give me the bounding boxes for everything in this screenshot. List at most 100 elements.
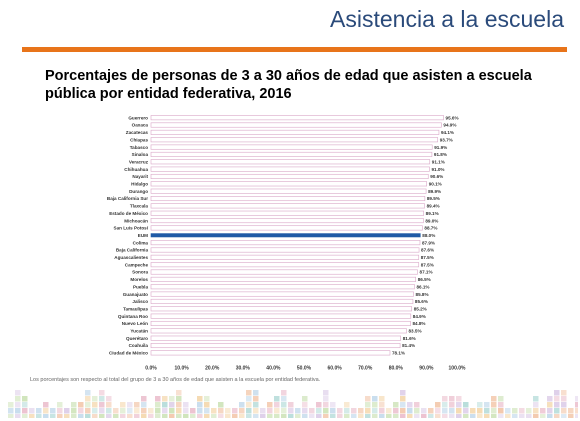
x-tick-label: 70.0% xyxy=(358,366,373,372)
decor-square xyxy=(253,390,259,396)
decor-square xyxy=(477,402,483,408)
decor-square xyxy=(561,414,567,418)
decor-square xyxy=(267,414,273,418)
decor-square xyxy=(533,414,539,418)
decor-square xyxy=(505,414,511,418)
value-label: 81.4% xyxy=(402,343,415,348)
decor-square xyxy=(239,408,245,414)
decor-square xyxy=(162,402,168,408)
decor-square xyxy=(498,402,504,408)
value-label: 85.2% xyxy=(414,306,427,311)
decor-square xyxy=(323,390,329,396)
category-label: Oaxaca xyxy=(132,123,149,128)
bar xyxy=(150,181,428,187)
decor-square xyxy=(575,402,578,408)
decor-square xyxy=(463,414,469,418)
decor-square xyxy=(78,402,84,408)
bar xyxy=(150,262,420,268)
category-label: Coahuila xyxy=(129,343,149,348)
x-tick-label: 50.0% xyxy=(297,366,312,372)
decor-square xyxy=(204,402,210,408)
value-label: 90.1% xyxy=(429,182,442,187)
decor-square xyxy=(302,408,308,414)
decor-square xyxy=(281,390,287,396)
decor-square xyxy=(309,414,315,418)
bar xyxy=(150,247,420,253)
category-label: Zacatecas xyxy=(126,130,149,135)
decor-square xyxy=(554,408,560,414)
decor-square xyxy=(99,396,105,402)
title-rule xyxy=(22,47,567,52)
decor-square xyxy=(547,414,553,418)
decor-square xyxy=(57,414,63,418)
category-label: Sinaloa xyxy=(132,152,149,157)
decor-square xyxy=(50,408,56,414)
decor-square xyxy=(561,396,567,402)
decor-square xyxy=(113,408,119,414)
decor-square xyxy=(463,408,469,414)
value-label: 84.9% xyxy=(413,314,426,319)
decor-square xyxy=(449,414,455,418)
decor-square xyxy=(281,414,287,418)
decor-square xyxy=(106,408,112,414)
decor-square xyxy=(302,402,308,408)
category-label: Jalisco xyxy=(132,299,148,304)
decor-square xyxy=(379,402,385,408)
value-label: 91.1% xyxy=(432,159,445,164)
decor-square xyxy=(204,414,210,418)
decor-square xyxy=(484,414,490,418)
decor-square xyxy=(260,408,266,414)
value-label: 85.6% xyxy=(415,299,428,304)
decor-square xyxy=(365,396,371,402)
decor-square xyxy=(302,414,308,418)
decor-square xyxy=(547,402,553,408)
decor-square xyxy=(442,408,448,414)
decor-square xyxy=(57,408,63,414)
decor-square xyxy=(253,396,259,402)
bar xyxy=(150,115,444,121)
x-tick-label: 20.0% xyxy=(205,366,220,372)
decor-square xyxy=(120,408,126,414)
bar xyxy=(150,137,439,143)
decor-square xyxy=(386,414,392,418)
value-label: 93.7% xyxy=(440,137,453,142)
decor-square xyxy=(358,408,364,414)
decor-square xyxy=(85,402,91,408)
decor-square xyxy=(470,408,476,414)
decor-square xyxy=(421,408,427,414)
bar xyxy=(150,240,421,246)
bar xyxy=(150,129,440,135)
decor-square xyxy=(155,396,161,402)
decor-square xyxy=(15,408,21,414)
category-label: San Luis Potosí xyxy=(114,226,149,231)
decor-square xyxy=(568,414,574,418)
bar xyxy=(150,151,433,157)
category-label: Baja California Sur xyxy=(107,196,148,201)
decor-square xyxy=(204,396,210,402)
category-label: Campeche xyxy=(125,262,149,267)
category-label: Querétaro xyxy=(126,336,148,341)
slide-title: Asistencia a la escuela xyxy=(330,6,564,32)
decor-square xyxy=(456,408,462,414)
decor-square xyxy=(64,414,70,418)
decor-square xyxy=(78,408,84,414)
decor-square xyxy=(533,408,539,414)
decor-square xyxy=(183,408,189,414)
bar xyxy=(150,350,391,356)
decor-square xyxy=(99,408,105,414)
value-label: 88.7% xyxy=(424,226,437,231)
decor-square xyxy=(253,402,259,408)
decor-square xyxy=(85,396,91,402)
decor-square xyxy=(99,390,105,396)
category-label: Colima xyxy=(133,240,149,245)
value-label: 87.9% xyxy=(422,240,435,245)
decor-square xyxy=(253,408,259,414)
decor-square xyxy=(456,414,462,418)
category-label: Hidalgo xyxy=(131,182,148,187)
bar xyxy=(150,218,424,224)
decor-square xyxy=(554,390,560,396)
decor-square xyxy=(15,396,21,402)
x-tick-label: 0.0% xyxy=(145,366,157,372)
category-label: Baja California xyxy=(116,248,149,253)
decor-square xyxy=(463,402,469,408)
